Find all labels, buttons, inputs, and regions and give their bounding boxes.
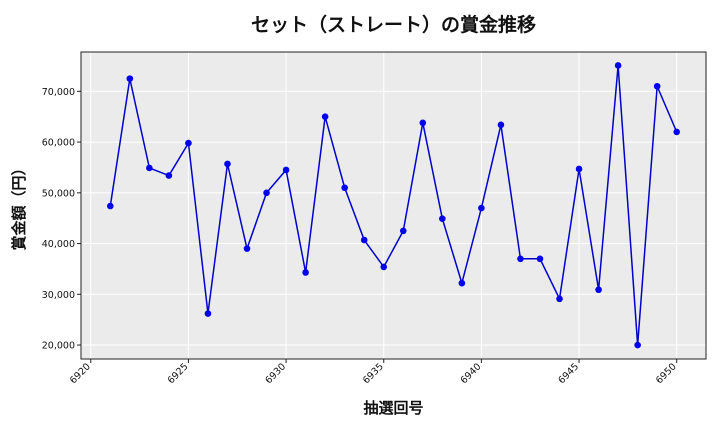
x-tick-label: 6930 [263, 361, 288, 386]
data-point [380, 263, 388, 271]
data-point [653, 82, 661, 90]
data-point [224, 160, 231, 168]
y-tick-label: 50,000 [42, 188, 75, 199]
data-point [556, 295, 563, 303]
data-point [419, 119, 427, 127]
x-tick-label: 6945 [556, 361, 581, 386]
x-tick-label: 6920 [68, 361, 93, 386]
y-tick-label: 30,000 [42, 290, 75, 301]
y-axis-label: 賞金額（円） [10, 160, 28, 250]
plot-area [81, 52, 706, 359]
data-point [634, 341, 641, 349]
data-point [341, 184, 348, 192]
x-tick-label: 6925 [166, 361, 191, 386]
x-tick-label: 6935 [361, 361, 386, 386]
y-tick-label: 20,000 [42, 341, 75, 352]
data-point [497, 121, 505, 129]
x-tick-label: 6950 [654, 361, 679, 386]
plot-frame [80, 51, 707, 360]
chart-title: セット（ストレート）の賞金推移 [251, 13, 536, 36]
data-point [575, 165, 583, 173]
data-point [165, 172, 173, 179]
y-tick-label: 40,000 [42, 239, 75, 250]
data-point [595, 286, 602, 294]
data-point [517, 255, 524, 263]
data-point [399, 227, 407, 235]
data-point [478, 204, 485, 212]
data-point [360, 236, 368, 244]
data-point [126, 75, 134, 82]
data-point [146, 164, 153, 172]
y-tick-label: 70,000 [42, 87, 75, 98]
data-point [185, 139, 192, 147]
data-point [673, 128, 681, 136]
data-point [302, 269, 309, 276]
x-axis-label: 抽選回号 [363, 399, 423, 417]
data-point [204, 310, 212, 317]
data-point [282, 166, 290, 174]
data-point [106, 202, 114, 210]
series-line [109, 65, 678, 346]
data-point [536, 255, 544, 263]
data-point [614, 62, 622, 69]
y-tick-label: 60,000 [42, 138, 75, 149]
data-point [243, 245, 251, 252]
data-point [321, 113, 329, 120]
x-tick-label: 6940 [459, 361, 484, 386]
data-point [263, 189, 270, 197]
series [106, 62, 681, 349]
data-point [458, 279, 466, 287]
data-point [439, 215, 446, 222]
